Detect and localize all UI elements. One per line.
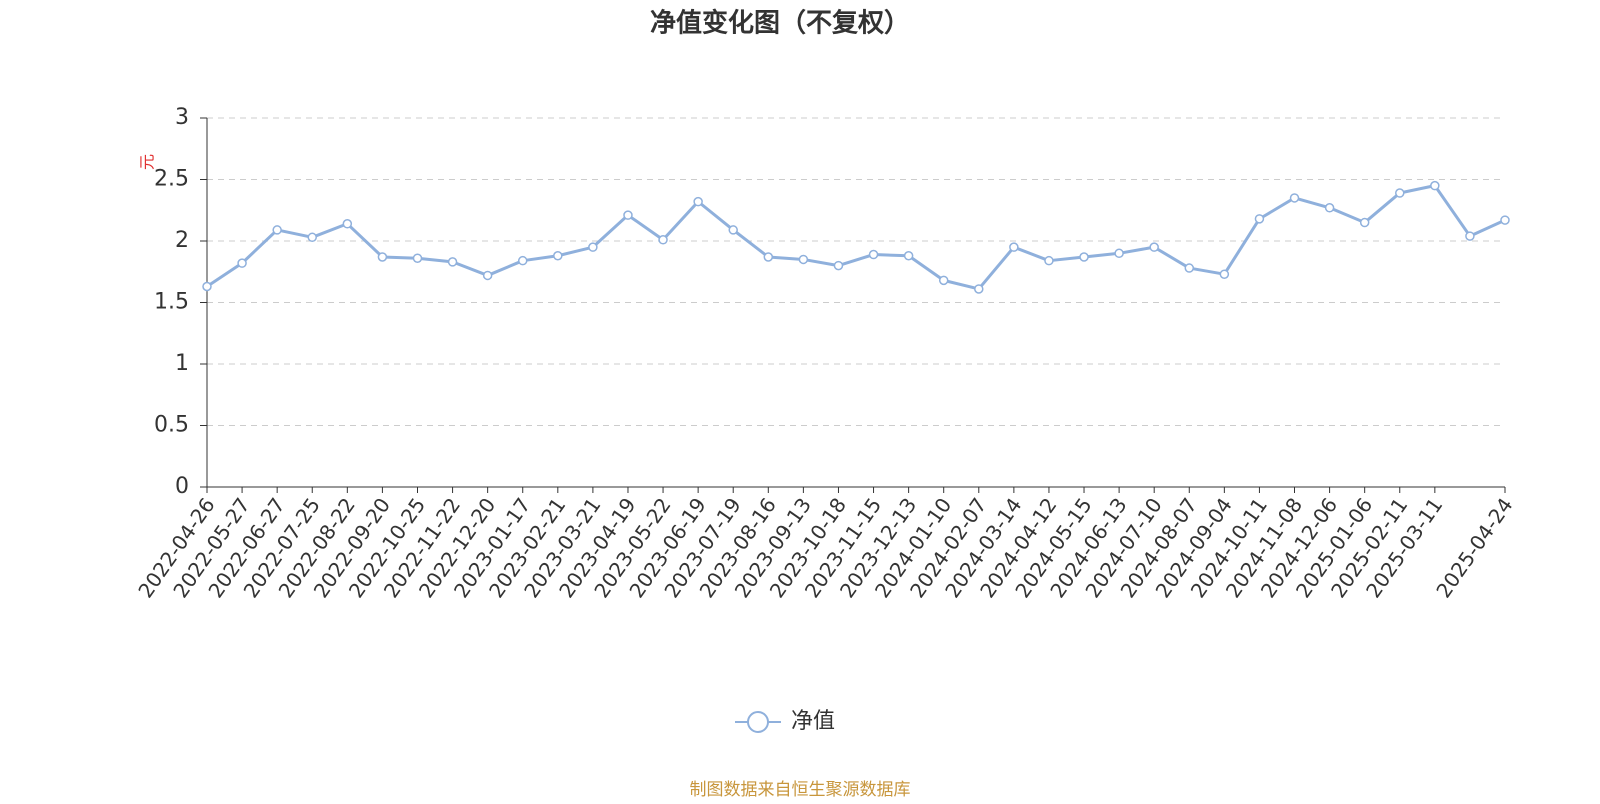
point (1079, 252, 1089, 262)
point (1395, 188, 1405, 198)
point (1500, 215, 1510, 225)
point (903, 251, 914, 261)
y-tick-label: 2.5 (154, 167, 189, 192)
point (517, 255, 528, 266)
point (1324, 203, 1335, 213)
point (412, 253, 423, 263)
point (482, 270, 493, 281)
point (868, 249, 879, 260)
footer: 制图数据来自恒生聚源数据库 (690, 780, 911, 800)
point (623, 210, 633, 220)
y-tick-label: 1.5 (154, 290, 189, 315)
point (553, 251, 563, 261)
y-tick-label: 3 (175, 105, 189, 130)
point (1114, 248, 1124, 259)
point (272, 225, 282, 235)
point (342, 219, 353, 229)
point (202, 281, 212, 292)
point (728, 225, 738, 235)
point (307, 232, 317, 243)
y-tick-label: 0 (175, 474, 189, 499)
point (1359, 217, 1370, 228)
point (377, 252, 388, 262)
point (938, 275, 949, 286)
point (1430, 180, 1440, 191)
legend-label: 净值 (791, 709, 835, 734)
point (1044, 255, 1054, 266)
point (447, 257, 458, 267)
point (1219, 269, 1230, 279)
point (1254, 214, 1265, 224)
line (206, 184, 1506, 291)
y-tick-label: 1 (175, 351, 189, 376)
point (1184, 263, 1195, 273)
y-tick-label: 2 (175, 228, 189, 253)
point (1465, 231, 1475, 241)
point (974, 284, 984, 294)
point (1149, 242, 1159, 252)
point (833, 260, 844, 271)
point (658, 235, 668, 245)
y-axis-label: 元 (138, 154, 157, 170)
point (798, 254, 809, 265)
point (693, 196, 703, 207)
point (237, 258, 247, 268)
y-tick-label: 0.5 (154, 413, 189, 438)
chart-title: 净值变化图（不复权） (650, 8, 910, 39)
legend-marker (747, 711, 769, 733)
point (588, 242, 598, 252)
point (1009, 242, 1019, 252)
point (763, 252, 774, 262)
point (1289, 193, 1300, 203)
